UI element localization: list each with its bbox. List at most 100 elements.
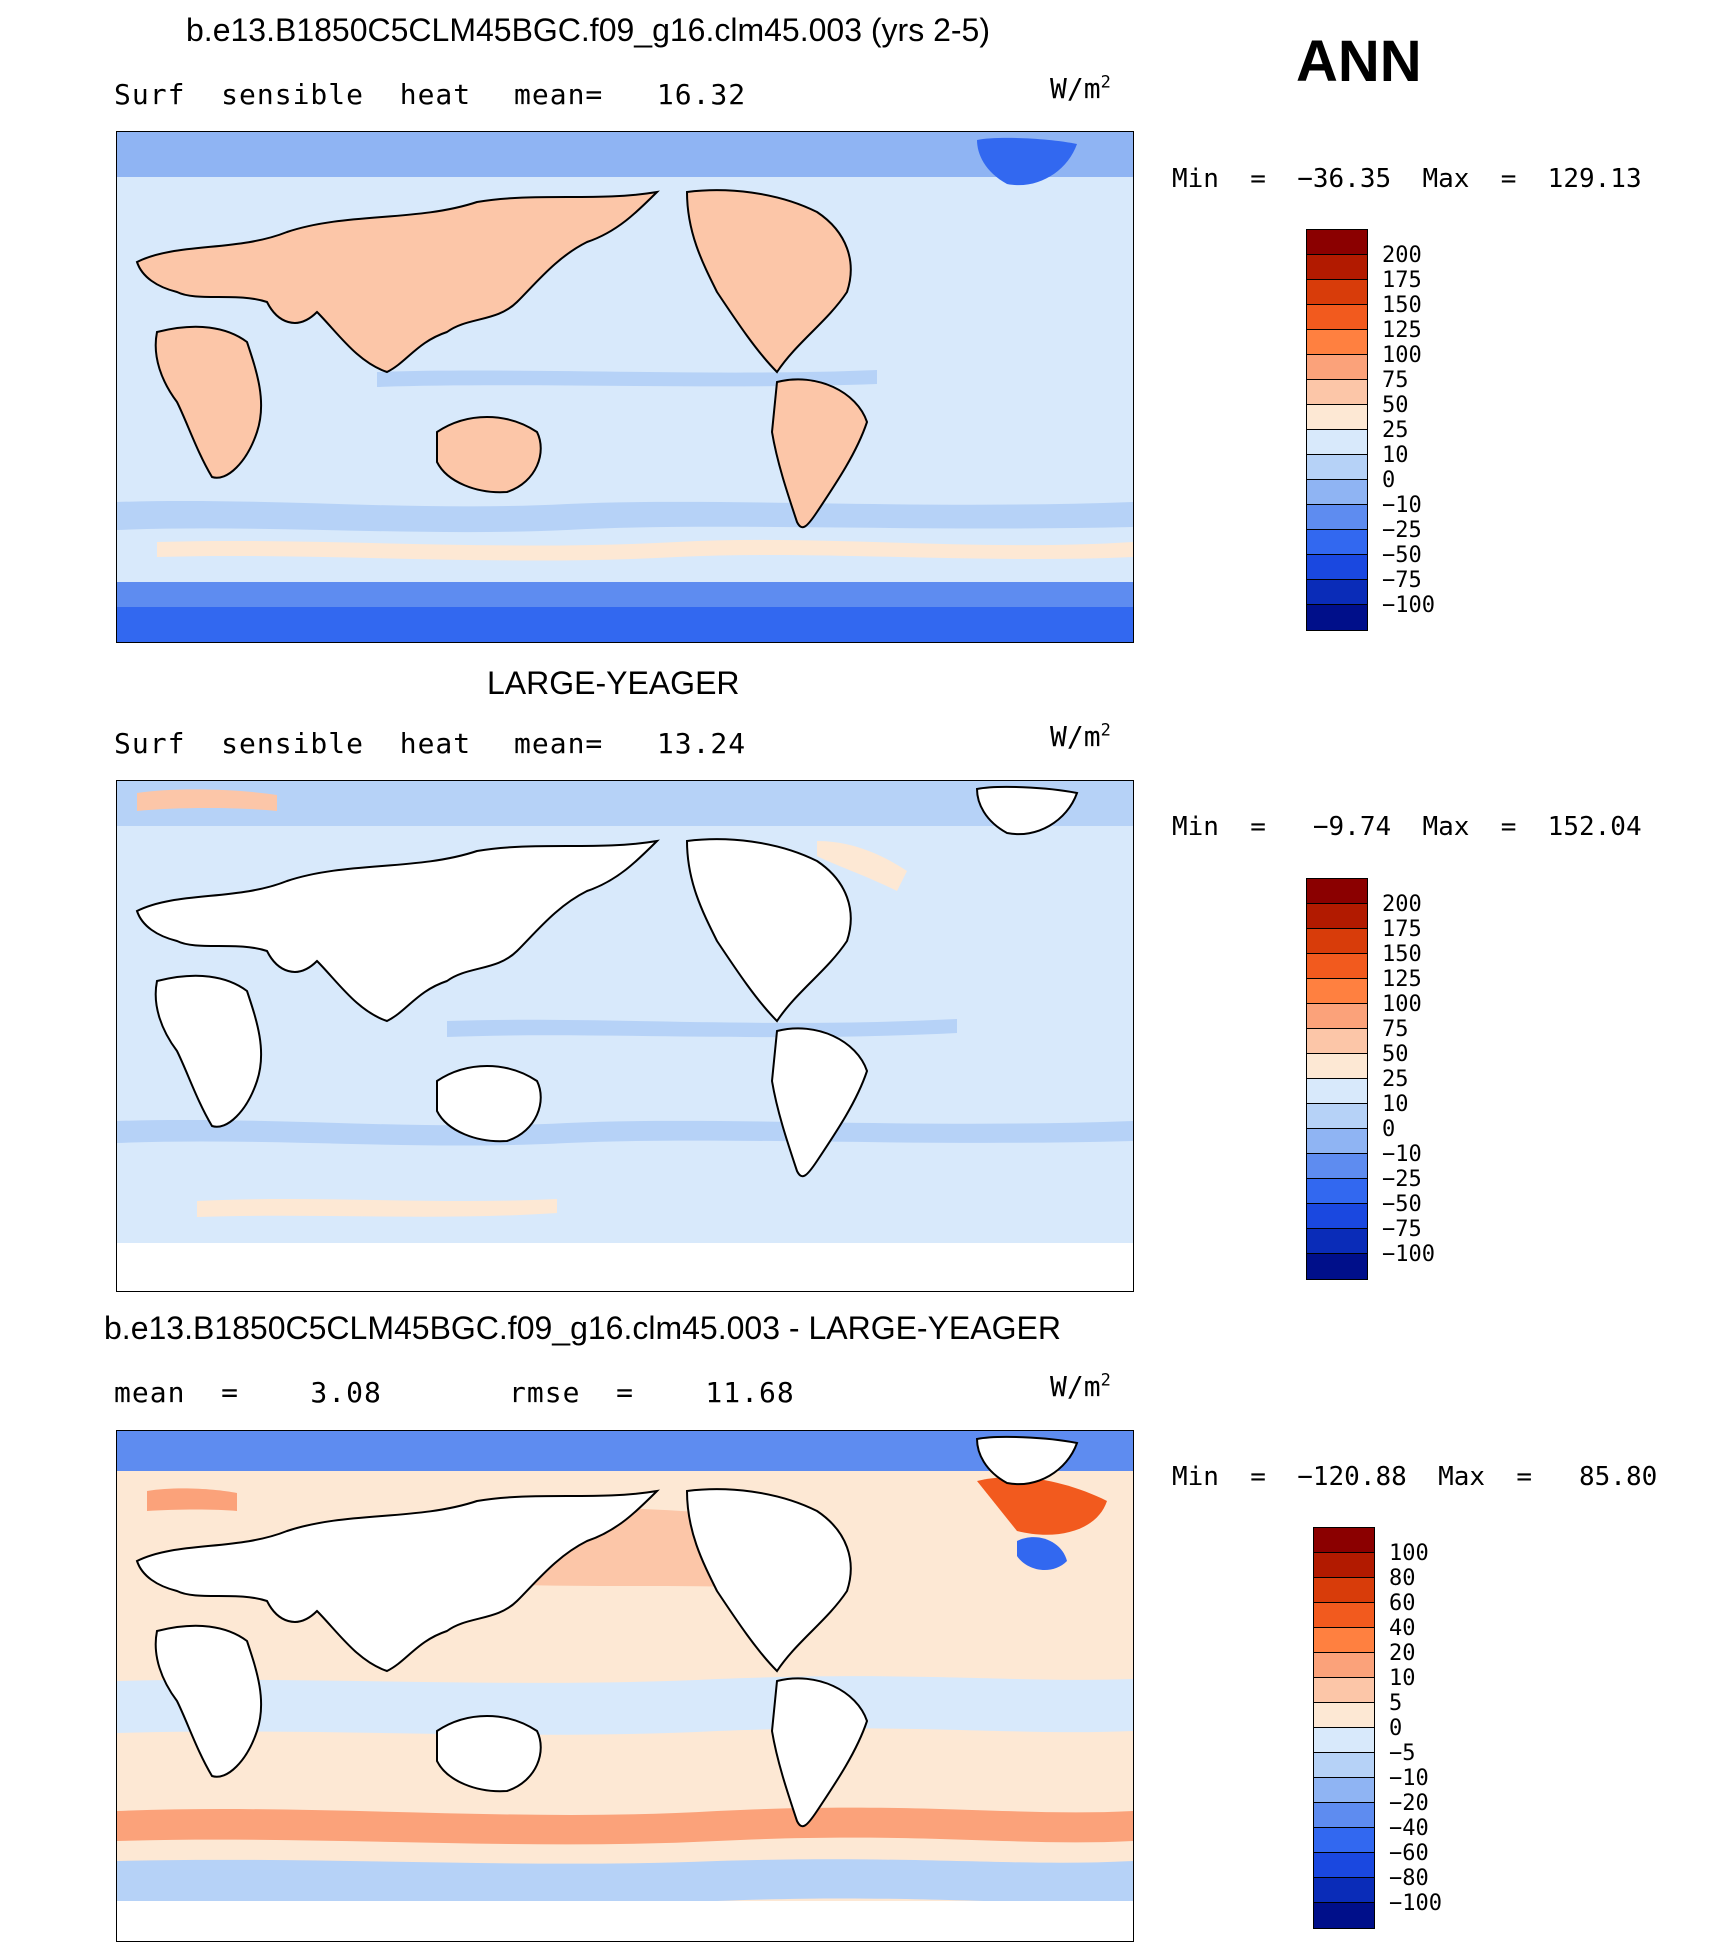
colorbar-tick-label: −40 bbox=[1389, 1815, 1429, 1841]
colorbar-swatch bbox=[1307, 1054, 1367, 1079]
panel-1-map bbox=[116, 131, 1134, 643]
colorbar-swatch bbox=[1307, 430, 1367, 455]
colorbar-swatch bbox=[1307, 929, 1367, 954]
colorbar-tick-label: −5 bbox=[1389, 1740, 1416, 1766]
colorbar-swatch bbox=[1307, 879, 1367, 904]
colorbar-tick-label: 25 bbox=[1382, 417, 1409, 443]
panel-3-minmax: Min = −120.88 Max = 85.80 bbox=[1172, 1462, 1658, 1492]
colorbar-tick-label: 200 bbox=[1382, 891, 1422, 917]
colorbar-tick-label: 40 bbox=[1389, 1615, 1416, 1641]
colorbar-tick-label: 125 bbox=[1382, 317, 1422, 343]
colorbar-tick-label: 10 bbox=[1382, 1091, 1409, 1117]
colorbar-swatch bbox=[1307, 305, 1367, 330]
colorbar-tick-label: 100 bbox=[1382, 991, 1422, 1017]
panel-1-variable-label: Surf sensible heat bbox=[114, 78, 472, 111]
colorbar-tick-label: 100 bbox=[1382, 342, 1422, 368]
panel-2-title: LARGE-YEAGER bbox=[487, 665, 740, 701]
colorbar-tick-label: −10 bbox=[1389, 1765, 1429, 1791]
colorbar-tick-label: 50 bbox=[1382, 1041, 1409, 1067]
panel-3-mean-label: mean = 3.08 bbox=[114, 1376, 382, 1409]
panel-2-mean-label: mean= 13.24 bbox=[514, 727, 747, 760]
colorbar-swatch bbox=[1307, 1104, 1367, 1129]
colorbar-swatch bbox=[1314, 1653, 1374, 1678]
colorbar-swatch bbox=[1314, 1678, 1374, 1703]
colorbar-swatch bbox=[1314, 1778, 1374, 1803]
panel-3-colorbar-boxes bbox=[1313, 1527, 1375, 1929]
panel-3-rmse-label: rmse = 11.68 bbox=[509, 1376, 795, 1409]
colorbar-tick-label: −25 bbox=[1382, 1166, 1422, 1192]
colorbar-tick-label: −20 bbox=[1389, 1790, 1429, 1816]
colorbar-swatch bbox=[1307, 355, 1367, 380]
colorbar-tick-label: 100 bbox=[1389, 1540, 1429, 1566]
colorbar-swatch bbox=[1307, 979, 1367, 1004]
colorbar-swatch bbox=[1307, 904, 1367, 929]
colorbar-swatch bbox=[1314, 1753, 1374, 1778]
panel-2-minmax: Min = −9.74 Max = 152.04 bbox=[1172, 812, 1642, 842]
panel-1-mean-label: mean= 16.32 bbox=[514, 78, 747, 111]
colorbar-swatch bbox=[1307, 255, 1367, 280]
colorbar-tick-label: −100 bbox=[1382, 1241, 1435, 1267]
panel-1-units: W/m2 bbox=[1050, 72, 1111, 105]
colorbar-tick-label: −100 bbox=[1389, 1890, 1442, 1916]
colorbar-tick-label: −10 bbox=[1382, 492, 1422, 518]
colorbar-swatch bbox=[1307, 605, 1367, 630]
colorbar-swatch bbox=[1307, 1179, 1367, 1204]
colorbar-tick-label: 80 bbox=[1389, 1565, 1416, 1591]
panel-3-units: W/m2 bbox=[1050, 1370, 1111, 1403]
colorbar-swatch bbox=[1307, 1129, 1367, 1154]
colorbar-swatch bbox=[1307, 380, 1367, 405]
colorbar-swatch bbox=[1307, 1154, 1367, 1179]
colorbar-swatch bbox=[1314, 1803, 1374, 1828]
colorbar-swatch bbox=[1307, 455, 1367, 480]
colorbar-tick-label: 175 bbox=[1382, 267, 1422, 293]
colorbar-swatch bbox=[1307, 1079, 1367, 1104]
colorbar-tick-label: −25 bbox=[1382, 517, 1422, 543]
season-label: ANN bbox=[1296, 29, 1422, 94]
colorbar-swatch bbox=[1314, 1903, 1374, 1928]
colorbar-tick-label: −50 bbox=[1382, 542, 1422, 568]
colorbar-swatch bbox=[1314, 1578, 1374, 1603]
colorbar-swatch bbox=[1307, 480, 1367, 505]
colorbar-swatch bbox=[1307, 230, 1367, 255]
colorbar-tick-label: 25 bbox=[1382, 1066, 1409, 1092]
colorbar-swatch bbox=[1307, 1229, 1367, 1254]
colorbar-tick-label: 150 bbox=[1382, 292, 1422, 318]
colorbar-tick-label: −50 bbox=[1382, 1191, 1422, 1217]
panel-2-units: W/m2 bbox=[1050, 720, 1111, 753]
colorbar-swatch bbox=[1307, 405, 1367, 430]
colorbar-tick-label: 75 bbox=[1382, 1016, 1409, 1042]
colorbar-swatch bbox=[1314, 1878, 1374, 1903]
colorbar-tick-label: 125 bbox=[1382, 966, 1422, 992]
colorbar-swatch bbox=[1307, 505, 1367, 530]
colorbar-swatch bbox=[1307, 580, 1367, 605]
colorbar-tick-label: −75 bbox=[1382, 1216, 1422, 1242]
colorbar-tick-label: 0 bbox=[1389, 1715, 1403, 1741]
colorbar-swatch bbox=[1307, 1004, 1367, 1029]
colorbar-swatch bbox=[1314, 1528, 1374, 1553]
colorbar-swatch bbox=[1314, 1828, 1374, 1853]
panel-3-title: b.e13.B1850C5CLM45BGC.f09_g16.clm45.003 … bbox=[104, 1310, 1061, 1346]
panel-1-minmax: Min = −36.35 Max = 129.13 bbox=[1172, 164, 1642, 194]
colorbar-tick-label: −80 bbox=[1389, 1865, 1429, 1891]
colorbar-tick-label: 150 bbox=[1382, 941, 1422, 967]
colorbar-tick-label: 175 bbox=[1382, 916, 1422, 942]
panel-1-colorbar-boxes bbox=[1306, 229, 1368, 631]
colorbar-tick-label: −10 bbox=[1382, 1141, 1422, 1167]
panel-3-map bbox=[116, 1430, 1134, 1942]
colorbar-swatch bbox=[1307, 1029, 1367, 1054]
colorbar-tick-label: 200 bbox=[1382, 242, 1422, 268]
colorbar-swatch bbox=[1307, 330, 1367, 355]
colorbar-tick-label: 10 bbox=[1382, 442, 1409, 468]
colorbar-swatch bbox=[1314, 1553, 1374, 1578]
colorbar-tick-label: −100 bbox=[1382, 592, 1435, 618]
colorbar-swatch bbox=[1314, 1628, 1374, 1653]
panel-2-map bbox=[116, 780, 1134, 1292]
colorbar-tick-label: 10 bbox=[1389, 1665, 1416, 1691]
colorbar-tick-label: 60 bbox=[1389, 1590, 1416, 1616]
colorbar-tick-label: 75 bbox=[1382, 367, 1409, 393]
panel-2-colorbar-boxes bbox=[1306, 878, 1368, 1280]
colorbar-swatch bbox=[1307, 954, 1367, 979]
colorbar-swatch bbox=[1314, 1603, 1374, 1628]
colorbar-tick-label: 20 bbox=[1389, 1640, 1416, 1666]
colorbar-swatch bbox=[1307, 555, 1367, 580]
